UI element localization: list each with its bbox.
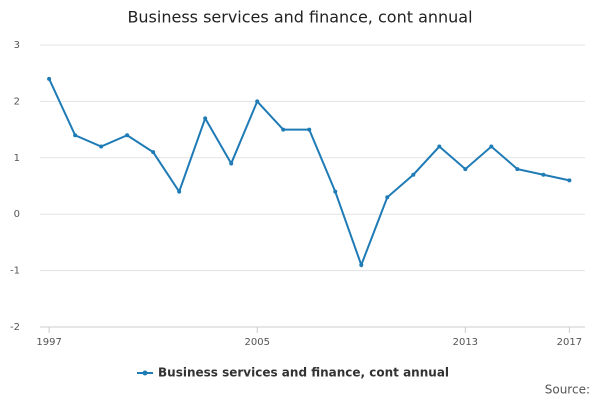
point	[463, 167, 468, 172]
y-tick-label: 1	[14, 153, 20, 164]
point	[437, 144, 442, 149]
point	[99, 144, 104, 149]
y-tick-label: 0	[14, 209, 20, 220]
point	[411, 172, 416, 177]
chart-title: Business services and finance, cont annu…	[127, 8, 472, 27]
point	[125, 133, 130, 138]
point	[307, 127, 312, 132]
legend-label: Business services and finance, cont annu…	[158, 366, 449, 380]
x-tick-label: 2013	[453, 337, 478, 348]
x-tick-label: 2005	[244, 337, 269, 348]
point	[333, 189, 338, 194]
point	[515, 167, 520, 172]
line	[48, 78, 570, 268]
x-tick-label: 1997	[36, 337, 61, 348]
x-tick-label: 2017	[557, 337, 582, 348]
y-tick-label: 2	[14, 96, 20, 107]
y-tick-label: 3	[14, 40, 20, 51]
source: Source:	[545, 383, 590, 397]
point	[281, 127, 286, 132]
point	[177, 189, 182, 194]
point	[73, 133, 78, 138]
point	[203, 116, 208, 121]
point	[255, 99, 260, 104]
point	[489, 144, 494, 149]
point	[567, 178, 572, 183]
point	[151, 150, 156, 155]
point	[229, 161, 234, 166]
point	[541, 172, 546, 177]
legend-marker	[142, 370, 148, 376]
point	[359, 262, 364, 267]
y-tick-label: -1	[10, 266, 20, 277]
y-tick-label: -2	[10, 322, 20, 333]
point	[47, 76, 52, 81]
point	[385, 195, 390, 200]
